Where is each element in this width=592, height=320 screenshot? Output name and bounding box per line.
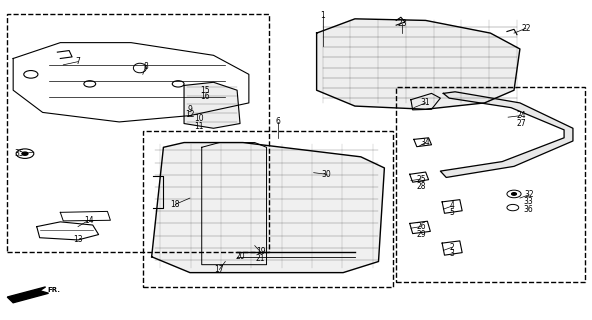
Text: FR.: FR.: [47, 287, 60, 293]
Bar: [396, 87, 585, 282]
Text: 19: 19: [256, 247, 265, 257]
Polygon shape: [317, 19, 520, 109]
Text: 30: 30: [322, 170, 332, 179]
Text: 24: 24: [516, 111, 526, 120]
Text: 7: 7: [76, 57, 81, 66]
Text: 2: 2: [450, 243, 455, 252]
Text: 6: 6: [276, 117, 281, 126]
Text: 11: 11: [194, 122, 204, 131]
Text: 10: 10: [194, 114, 204, 123]
Text: 25: 25: [416, 174, 426, 184]
Bar: [143, 132, 393, 287]
Text: 29: 29: [416, 230, 426, 239]
Text: 15: 15: [200, 86, 210, 95]
Text: 34: 34: [421, 138, 430, 147]
Text: 9: 9: [188, 105, 192, 114]
Text: 14: 14: [84, 216, 94, 225]
Polygon shape: [184, 82, 240, 128]
Text: 22: 22: [521, 24, 530, 33]
Text: 12: 12: [185, 109, 195, 118]
Text: 3: 3: [450, 249, 455, 258]
Text: 33: 33: [524, 197, 533, 206]
Bar: [7, 14, 269, 252]
Circle shape: [22, 152, 28, 155]
Polygon shape: [7, 287, 49, 303]
Polygon shape: [152, 142, 384, 273]
Text: 36: 36: [524, 205, 533, 214]
Text: 26: 26: [416, 222, 426, 231]
Text: 28: 28: [416, 182, 426, 191]
Polygon shape: [440, 92, 573, 178]
Text: 20: 20: [235, 252, 245, 261]
Text: 8: 8: [143, 62, 148, 71]
Text: 5: 5: [450, 208, 455, 217]
Text: 1: 1: [320, 11, 325, 20]
Text: 4: 4: [450, 202, 455, 211]
Text: 35: 35: [14, 149, 24, 158]
Text: 18: 18: [170, 200, 180, 209]
Text: 32: 32: [524, 190, 533, 199]
Text: 27: 27: [516, 119, 526, 128]
Text: 17: 17: [214, 265, 224, 274]
Text: 16: 16: [200, 92, 210, 101]
Text: 23: 23: [397, 19, 407, 28]
Text: 31: 31: [421, 99, 430, 108]
Text: 21: 21: [256, 254, 265, 263]
Circle shape: [511, 193, 516, 195]
Text: 13: 13: [73, 235, 83, 244]
